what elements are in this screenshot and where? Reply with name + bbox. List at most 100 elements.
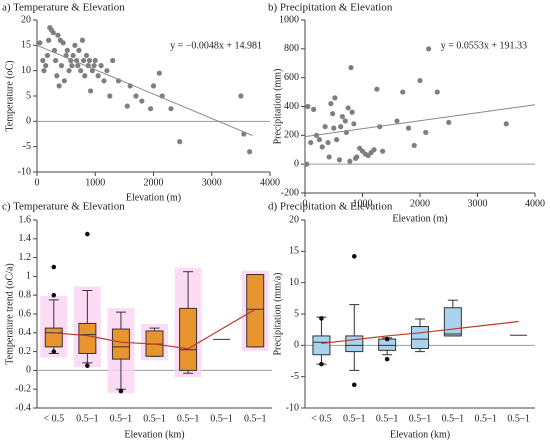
x-tick-label: 0.5–1 xyxy=(143,413,166,424)
y-tick-label: -0.4 xyxy=(15,402,31,413)
x-tick-label: 0.5–1 xyxy=(442,413,465,424)
point xyxy=(147,106,154,112)
x-axis-label: Elevation (km) xyxy=(124,429,184,440)
y-tick-label: 0.6 xyxy=(19,308,32,319)
point xyxy=(330,111,336,117)
outlier xyxy=(351,382,357,388)
point xyxy=(60,40,66,46)
point xyxy=(347,158,353,164)
y-tick-label: 200 xyxy=(284,130,299,141)
x-tick-label: 4000 xyxy=(260,177,280,188)
outlier xyxy=(85,231,90,237)
point xyxy=(423,129,429,136)
box xyxy=(411,326,429,349)
x-tick-label: 0.5–1 xyxy=(244,413,267,424)
point xyxy=(304,161,310,167)
point xyxy=(44,52,51,59)
panel-title: a) Temperature & Elevation xyxy=(2,2,125,14)
point xyxy=(70,52,76,59)
point xyxy=(319,144,325,150)
point xyxy=(168,106,174,112)
x-tick-label: 0.5–1 xyxy=(110,413,133,424)
point xyxy=(98,63,104,69)
x-tick-label: 0.5–1 xyxy=(210,413,233,424)
point xyxy=(72,42,78,48)
y-tick-label: 10 xyxy=(289,277,299,288)
point xyxy=(150,83,157,89)
point xyxy=(95,73,101,79)
x-tick-label: 0.5–1 xyxy=(343,413,366,424)
outlier xyxy=(51,264,57,270)
y-tick-label: -10 xyxy=(286,402,299,413)
point xyxy=(177,139,183,145)
point xyxy=(110,57,116,64)
point xyxy=(64,47,70,54)
y-tick-label: 15 xyxy=(21,40,31,51)
x-axis-label: Elevation (m) xyxy=(126,192,181,203)
x-tick-label: 0.5–1 xyxy=(76,413,99,424)
y-tick-label: 5 xyxy=(294,308,299,319)
x-tick-label: 1000 xyxy=(353,198,373,209)
x-tick-label: 0 xyxy=(303,198,308,209)
trend-line xyxy=(53,308,256,350)
panel-title: c) Temperature & Elevation xyxy=(2,201,125,213)
y-tick-label: 400 xyxy=(284,101,299,112)
point xyxy=(322,124,328,130)
x-tick-label: 0.5–1 xyxy=(177,413,200,424)
outlier xyxy=(118,388,124,394)
y-tick-label: 15 xyxy=(289,246,299,257)
point xyxy=(411,142,417,149)
y-tick-label: -10 xyxy=(18,166,31,177)
y-tick-label: -0.2 xyxy=(15,383,31,394)
outlier xyxy=(319,316,324,321)
point xyxy=(81,57,87,64)
point xyxy=(133,93,139,99)
point xyxy=(371,147,377,153)
x-tick-label: 0.5–1 xyxy=(409,413,432,424)
point xyxy=(334,137,340,143)
point xyxy=(43,63,49,69)
point xyxy=(69,63,75,69)
point xyxy=(86,57,93,64)
x-tick-label: 2000 xyxy=(410,198,430,209)
point xyxy=(348,64,354,71)
y-tick-label: 0.2 xyxy=(19,346,32,357)
y-axis-label: Precipitation (mm) xyxy=(272,69,283,145)
point xyxy=(328,101,334,107)
box xyxy=(44,327,63,348)
equation: y = 0.0553x + 191.33 xyxy=(441,40,527,51)
x-tick-label: 2000 xyxy=(144,177,164,188)
point xyxy=(332,95,338,101)
trend-line xyxy=(304,104,536,138)
x-tick-label: 3000 xyxy=(202,177,222,188)
x-tick-label: 0.5–1 xyxy=(507,413,530,424)
y-axis-label: Temperature trend (oC/a) xyxy=(4,263,15,364)
x-tick-label: 0.5–1 xyxy=(474,413,497,424)
x-axis-label: Elevation (m) xyxy=(392,213,447,224)
point xyxy=(305,103,311,110)
point xyxy=(37,40,43,46)
point xyxy=(339,113,345,120)
y-tick-label: 600 xyxy=(284,72,299,83)
point xyxy=(79,37,86,43)
point xyxy=(308,139,314,146)
box xyxy=(312,335,331,356)
x-axis-label: Elevation (km) xyxy=(390,429,450,440)
outlier xyxy=(319,361,324,367)
box xyxy=(246,274,265,348)
outlier xyxy=(85,363,90,369)
point xyxy=(316,137,322,143)
point xyxy=(156,70,162,76)
point xyxy=(53,57,59,64)
point xyxy=(503,121,509,127)
x-tick-label: 3000 xyxy=(468,198,488,209)
y-axis-label: Precipitation (mm/a) xyxy=(272,272,283,355)
y-tick-label: 5 xyxy=(26,90,31,101)
box xyxy=(78,322,97,354)
y-tick-label: 0.4 xyxy=(19,327,32,338)
trend-line xyxy=(36,44,253,136)
y-tick-label: -5 xyxy=(291,371,299,382)
point xyxy=(66,68,72,74)
y-tick-label: 20 xyxy=(289,214,299,225)
